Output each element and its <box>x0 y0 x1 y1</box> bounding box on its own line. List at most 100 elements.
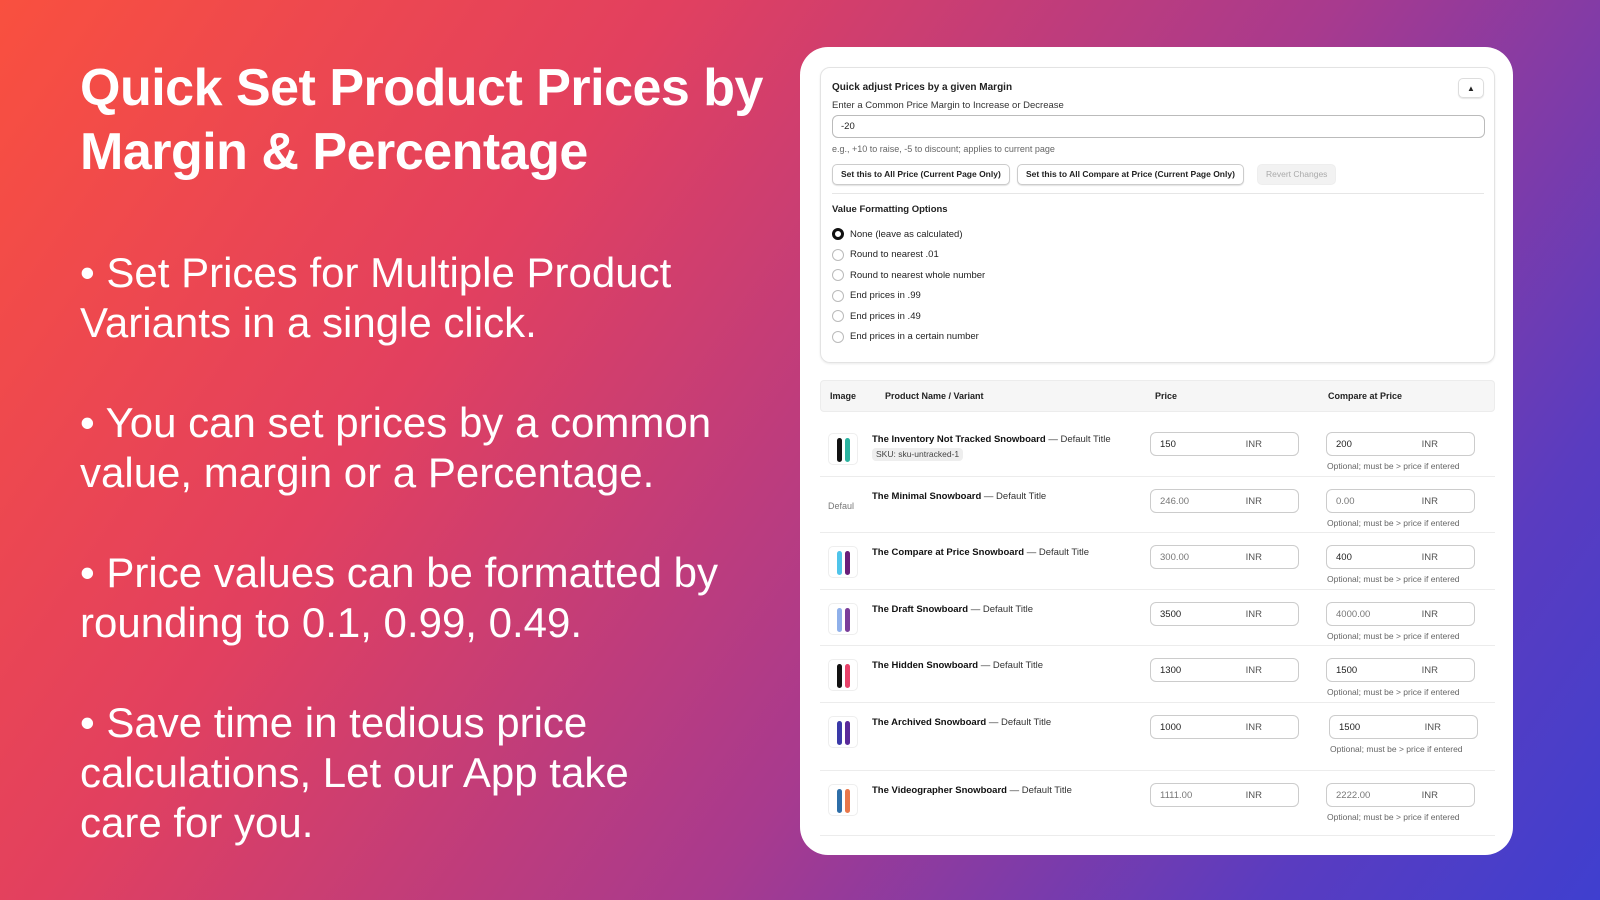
compare-price-input[interactable]: 4000.00 INR <box>1326 602 1475 626</box>
compare-hint: Optional; must be > price if entered <box>1327 461 1460 471</box>
price-input[interactable]: 3500 INR <box>1150 602 1299 626</box>
bullet-4: • Save time in tedious price calculation… <box>80 699 629 846</box>
product-name: The Archived Snowboard — Default Title <box>872 715 1112 730</box>
radio-button[interactable] <box>832 289 844 302</box>
currency-label: INR <box>1245 552 1262 563</box>
product-name: The Videographer Snowboard — Default Tit… <box>872 783 1112 798</box>
product-title: The Draft Snowboard <box>872 604 969 615</box>
headline: Quick Set Product Prices by Margin & Per… <box>80 59 763 181</box>
currency-label: INR <box>1245 722 1262 733</box>
caret-up-icon: ▲ <box>1467 84 1475 93</box>
compare-value: 200 <box>1336 439 1352 450</box>
price-value: 1300 <box>1160 665 1182 676</box>
broken-image-icon: Defaul <box>828 487 858 519</box>
currency-label: INR <box>1421 790 1438 801</box>
product-name: The Draft Snowboard — Default Title <box>872 602 1112 617</box>
product-name: The Inventory Not Tracked Snowboard — De… <box>872 432 1112 462</box>
table-row: The Archived Snowboard — Default Title 10… <box>820 703 1495 771</box>
radio-button[interactable] <box>832 228 844 240</box>
compare-hint: Optional; must be > price if entered <box>1327 687 1460 697</box>
product-title: The Minimal Snowboard <box>872 491 982 502</box>
table-row: The Inventory Not Tracked Snowboard — De… <box>820 420 1495 477</box>
radio-button[interactable] <box>832 330 844 343</box>
quick-adjust-panel: Quick adjust Prices by a given Margin En… <box>820 67 1495 363</box>
set-all-compare-button[interactable]: Set this to All Compare at Price (Curren… <box>1017 164 1244 185</box>
compare-price-input[interactable]: 1500 INR <box>1326 658 1475 682</box>
compare-hint: Optional; must be > price if entered <box>1327 812 1460 822</box>
radio-button[interactable] <box>832 248 844 261</box>
compare-hint: Optional; must be > price if entered <box>1327 518 1460 528</box>
product-name: The Minimal Snowboard — Default Title <box>872 489 1112 504</box>
table-row: The Compare at Price Snowboard — Default… <box>820 533 1495 590</box>
collapse-button[interactable]: ▲ <box>1458 78 1484 98</box>
table-header: Image Product Name / Variant Price Compa… <box>820 380 1495 412</box>
product-name: The Hidden Snowboard — Default Title <box>872 658 1112 673</box>
bullet-1: • Set Prices for Multiple Product Varian… <box>80 249 672 346</box>
radio-button[interactable] <box>832 310 844 322</box>
price-input[interactable]: 1111.00 INR <box>1150 783 1299 807</box>
variant-title: — Default Title <box>1009 785 1072 796</box>
compare-value: 1500 <box>1339 722 1361 733</box>
variant-title: — Default Title <box>1048 434 1111 445</box>
format-option[interactable]: End prices in a certain number <box>832 330 979 343</box>
compare-value: 4000.00 <box>1336 609 1371 620</box>
format-option[interactable]: End prices in .99 <box>832 289 921 302</box>
option-label: Round to nearest .01 <box>850 249 939 260</box>
bullet-3: • Price values can be formatted by round… <box>80 549 719 646</box>
currency-label: INR <box>1245 496 1262 507</box>
formatting-title: Value Formatting Options <box>832 204 948 215</box>
compare-hint: Optional; must be > price if entered <box>1330 744 1463 754</box>
price-input[interactable]: 1300 INR <box>1150 658 1299 682</box>
format-option[interactable]: End prices in .49 <box>832 310 921 322</box>
option-label: End prices in .99 <box>850 290 921 301</box>
radio-button[interactable] <box>832 269 844 281</box>
marketing-text: Quick Set Product Prices by Margin & Per… <box>80 56 780 184</box>
bullet-2: • You can set prices by a common value, … <box>80 399 712 496</box>
compare-price-input[interactable]: 1500 INR <box>1329 715 1478 739</box>
col-compare: Compare at Price <box>1328 391 1403 401</box>
col-image: Image <box>830 391 857 401</box>
product-title: The Hidden Snowboard <box>872 660 979 671</box>
option-label: Round to nearest whole number <box>850 269 986 281</box>
product-title: The Compare at Price Snowboard <box>872 547 1025 558</box>
currency-label: INR <box>1421 496 1438 507</box>
product-thumbnail-icon <box>828 659 858 691</box>
product-title: The Inventory Not Tracked Snowboard <box>872 434 1046 445</box>
product-name: The Compare at Price Snowboard — Default… <box>872 545 1112 560</box>
margin-input[interactable]: -20 <box>832 115 1485 138</box>
panel-title: Quick adjust Prices by a given Margin <box>832 82 1013 93</box>
set-all-price-button[interactable]: Set this to All Price (Current Page Only… <box>832 164 1010 185</box>
compare-price-input[interactable]: 2222.00 INR <box>1326 783 1475 807</box>
compare-price-input[interactable]: 0.00 INR <box>1326 489 1475 513</box>
price-input[interactable]: 150 INR <box>1150 432 1299 456</box>
format-option[interactable]: Round to nearest .01 <box>832 248 939 261</box>
currency-label: INR <box>1421 609 1438 620</box>
col-price: Price <box>1155 391 1178 401</box>
option-label: End prices in a certain number <box>850 331 979 342</box>
format-option[interactable]: Round to nearest whole number <box>832 269 985 281</box>
panel-subtitle: Enter a Common Price Margin to Increase … <box>832 100 1064 111</box>
table-row: The Hidden Snowboard — Default Title 1300… <box>820 646 1495 703</box>
price-input[interactable]: 1000 INR <box>1150 715 1299 739</box>
compare-value: 2222.00 <box>1336 790 1371 801</box>
currency-label: INR <box>1245 790 1262 801</box>
col-product: Product Name / Variant <box>885 391 984 401</box>
revert-changes-button[interactable]: Revert Changes <box>1257 164 1337 185</box>
price-input[interactable]: 246.00 INR <box>1150 489 1299 513</box>
option-label: None (leave as calculated) <box>850 228 963 240</box>
compare-hint: Optional; must be > price if entered <box>1327 631 1460 641</box>
currency-label: INR <box>1421 665 1438 676</box>
price-input[interactable]: 300.00 INR <box>1150 545 1299 569</box>
compare-value: 0.00 <box>1336 496 1355 507</box>
currency-label: INR <box>1421 439 1438 450</box>
currency-label: INR <box>1245 439 1262 450</box>
variant-title: — Default Title <box>980 660 1044 671</box>
variant-title: — Default Title <box>970 604 1034 615</box>
format-option[interactable]: None (leave as calculated) <box>832 228 962 240</box>
variant-title: — Default Title <box>988 717 1052 728</box>
product-thumbnail-icon <box>828 546 858 578</box>
compare-price-input[interactable]: 200 INR <box>1326 432 1475 456</box>
compare-price-input[interactable]: 400 INR <box>1326 545 1475 569</box>
currency-label: INR <box>1424 722 1441 733</box>
price-value: 1000 <box>1160 722 1182 733</box>
